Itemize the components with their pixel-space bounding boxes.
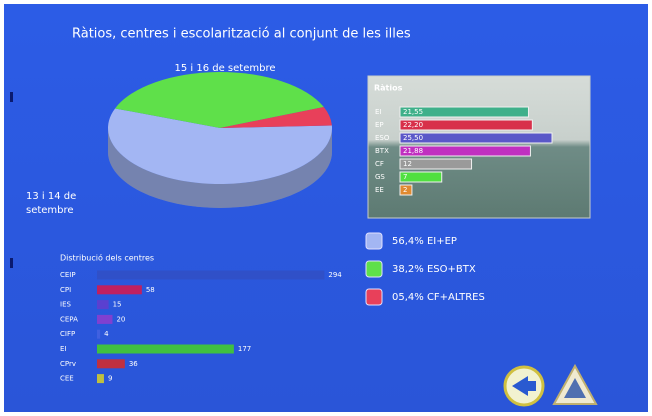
bar-label: ESO xyxy=(375,134,390,142)
bar-chart-title: Ràtios xyxy=(374,84,403,93)
marker xyxy=(10,92,13,102)
bar-value: 36 xyxy=(129,360,138,368)
bar-value: 58 xyxy=(146,286,155,294)
bar-value: 7 xyxy=(403,173,407,181)
bar xyxy=(97,285,142,295)
bar xyxy=(97,329,101,339)
legend-swatch xyxy=(365,232,383,250)
bar xyxy=(97,300,109,310)
legend-label: 56,4% EI+EP xyxy=(392,236,457,247)
bar-value: 20 xyxy=(116,315,125,323)
bar-label: GS xyxy=(375,173,385,181)
bar xyxy=(399,106,529,118)
legend-label: 38,2% ESO+BTX xyxy=(392,264,476,275)
bar-value: 177 xyxy=(238,345,251,353)
back-arrow[interactable] xyxy=(512,376,528,396)
bar-value: 22,20 xyxy=(403,121,423,129)
bar-value: 21,55 xyxy=(403,108,423,116)
bar-value: 25,50 xyxy=(403,134,423,142)
pie-annotation: 13 i 14 de setembre xyxy=(26,191,76,216)
bar-label: CIFP xyxy=(60,330,75,338)
bar xyxy=(97,374,104,384)
pie-slice xyxy=(108,108,332,184)
bar-value: 12 xyxy=(403,160,412,168)
bar-label: CF xyxy=(375,160,384,168)
pie-side-shade xyxy=(108,128,332,208)
bar-label: IES xyxy=(60,301,71,309)
bar xyxy=(97,314,113,324)
bar-value: 15 xyxy=(113,301,122,309)
bar xyxy=(399,132,553,144)
bar xyxy=(399,119,533,131)
legend-swatch xyxy=(365,260,383,278)
back-arrow-tail[interactable] xyxy=(528,381,536,391)
bar-label: CPrv xyxy=(60,360,76,368)
bar xyxy=(399,184,413,196)
bar-label: CEIP xyxy=(60,271,76,279)
help-button[interactable] xyxy=(552,363,598,405)
bar xyxy=(399,171,443,183)
page-title: Ràtios, centres i escolarització al conj… xyxy=(72,27,411,42)
bar-label: EE xyxy=(375,186,384,194)
bar xyxy=(97,344,234,354)
bar-value: 21,88 xyxy=(403,147,423,155)
bar-value: 4 xyxy=(104,330,109,338)
bar-value: 9 xyxy=(108,375,112,383)
help-icon[interactable] xyxy=(564,378,586,398)
bar-label: CEPA xyxy=(60,315,78,323)
bar xyxy=(399,145,531,157)
pie-slice xyxy=(115,72,324,128)
bar-value: 294 xyxy=(328,271,342,279)
legend-swatch xyxy=(365,288,383,306)
bar-label: EI xyxy=(375,108,382,116)
bar-label: EP xyxy=(375,121,384,129)
bar-label: BTX xyxy=(375,147,389,155)
bar-value: 2 xyxy=(403,186,407,194)
marker xyxy=(10,258,13,268)
bar-label: EI xyxy=(60,345,67,353)
bar-label: CEE xyxy=(60,375,74,383)
pie-slice xyxy=(220,106,332,128)
pie-annotation: 15 i 16 de setembre xyxy=(174,63,275,74)
bar xyxy=(97,359,125,369)
legend-label: 05,4% CF+ALTRES xyxy=(392,292,485,303)
bar-label: CPI xyxy=(60,286,71,294)
bar xyxy=(97,270,325,280)
bar-chart-title: Distribució dels centres xyxy=(60,253,154,263)
bar xyxy=(399,158,473,170)
pie-side xyxy=(108,128,332,208)
back-button[interactable] xyxy=(503,365,545,407)
